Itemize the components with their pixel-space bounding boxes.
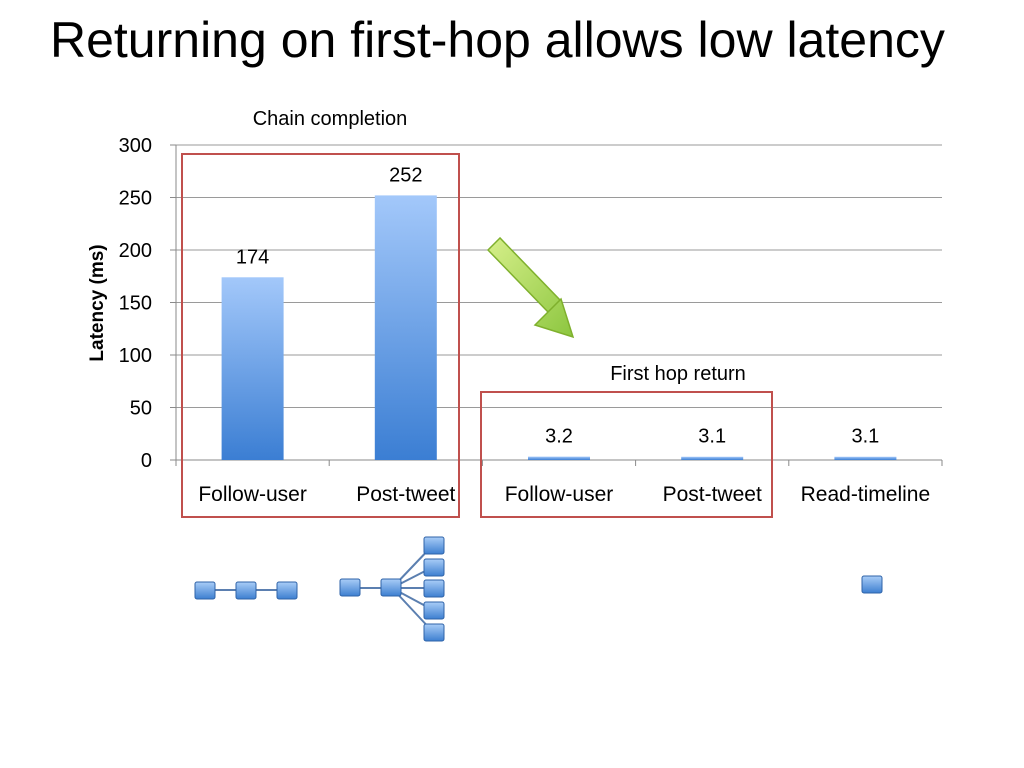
y-tick-label: 150 [119,293,152,315]
chain-node-icon [235,581,257,600]
y-tick-labels: 0 50 100 150 200 250 300 [119,135,152,472]
y-tick-label: 300 [119,135,152,157]
slide-title: Returning on first-hop allows low latenc… [50,12,945,68]
y-tick-label: 250 [119,188,152,210]
chain-node-icon [861,575,883,594]
chain-node-icon [423,579,445,598]
y-tick-label: 0 [141,450,152,472]
chain-diagram-follow-user [194,581,298,600]
chain-node-icon [380,578,402,597]
bar [681,456,744,460]
chain-node-icon [276,581,298,600]
category-label: Post-tweet [356,483,455,506]
category-labels: Follow-user Post-tweet Follow-user Post-twe… [198,483,930,506]
data-labels: 174 252 3.2 3.1 3.1 [236,164,879,447]
chain-node-icon [423,536,445,555]
chain-node-icon [423,601,445,620]
group-label-chain-completion: Chain completion [253,108,408,130]
bar [834,456,897,460]
category-label: Post-tweet [663,483,762,506]
y-tick-label: 50 [130,398,152,420]
y-axis-label: Latency (ms) [87,244,108,361]
chain-completion-box [181,153,460,518]
group-label-first-hop-return: First hop return [610,363,746,385]
chain-node-icon [194,581,216,600]
first-hop-return-box [480,391,773,518]
category-label: Follow-user [505,483,614,506]
chain-node-icon [339,578,361,597]
data-label: 174 [236,246,269,268]
data-label: 3.2 [545,426,573,448]
y-tick-label: 200 [119,240,152,262]
bars [221,195,897,460]
chain-node-icon [423,623,445,642]
y-tick-label: 100 [119,345,152,367]
single-node-diagram-read-timeline [861,575,883,594]
down-right-arrow-icon [486,236,575,339]
data-label: 3.1 [851,426,879,448]
bar [528,456,590,460]
bar [221,277,284,460]
fanout-diagram-post-tweet [339,536,445,642]
bar [374,195,437,460]
chain-node-icon [423,558,445,577]
data-label: 3.1 [698,426,726,448]
data-label: 252 [389,164,422,186]
category-label: Follow-user [198,483,307,506]
category-label: Read-timeline [801,483,931,506]
